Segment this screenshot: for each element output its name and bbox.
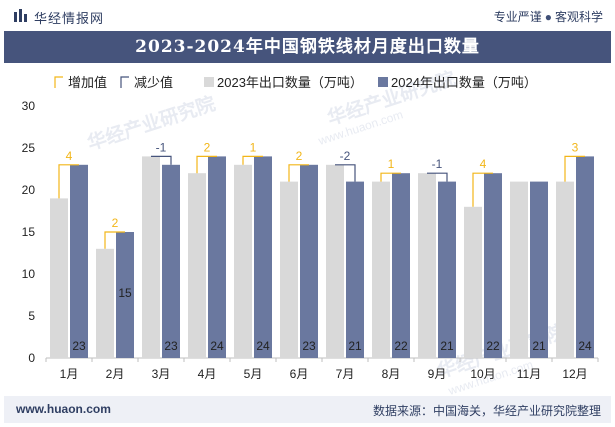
- legend-label: 减少值: [134, 75, 173, 90]
- bar-2024: [254, 156, 272, 358]
- footer-bar: www.huaon.com 数据来源：中国海关，华经产业研究院整理: [4, 396, 611, 423]
- data-label-2024: 21: [532, 339, 546, 353]
- y-tick-label: 10: [22, 267, 36, 281]
- bar-2023: [464, 206, 482, 358]
- x-tick-label: 11月: [517, 367, 541, 381]
- chart-title: 2023-2024年中国钢铁线材月度出口数量: [4, 31, 611, 63]
- decrease-bracket: [427, 172, 448, 182]
- tagline: 专业严谨 ● 客观科学: [494, 8, 603, 25]
- bar-2023: [418, 173, 436, 358]
- x-tick-label: 5月: [244, 367, 263, 381]
- increase-bracket: [380, 172, 401, 182]
- y-tick-label: 30: [22, 99, 36, 113]
- bar-2024: [484, 173, 502, 358]
- bar-2023: [280, 181, 298, 358]
- data-label-2024: 22: [486, 339, 500, 353]
- bar-2024: [530, 181, 548, 358]
- change-label: 4: [480, 157, 487, 171]
- change-label: 2: [112, 216, 119, 230]
- bar-2024: [438, 181, 456, 358]
- bar-2024: [208, 156, 226, 358]
- data-label-2024: 21: [348, 339, 362, 353]
- change-label: 2: [204, 140, 211, 154]
- increase-bracket: [288, 164, 309, 182]
- bar-2024: [346, 181, 364, 358]
- legend-label: 2024年出口数量（万吨）: [391, 75, 537, 90]
- bar-2024: [392, 173, 410, 358]
- x-tick-label: 6月: [290, 367, 309, 381]
- bar-2024: [116, 232, 134, 358]
- increase-bracket: [472, 172, 493, 207]
- header-bar: 华经情报网 专业严谨 ● 客观科学: [0, 0, 615, 30]
- change-label: 1: [388, 157, 395, 171]
- y-tick-label: 0: [28, 351, 35, 365]
- footer-url: www.huaon.com: [16, 402, 111, 416]
- bar-2024: [162, 164, 180, 358]
- increase-bracket: [196, 155, 217, 174]
- data-label-2024: 22: [394, 339, 408, 353]
- change-label: 2: [296, 149, 303, 163]
- increase-bracket: [564, 155, 585, 182]
- tagline-left: 专业严谨: [493, 10, 542, 24]
- bar-2023: [372, 181, 390, 358]
- x-tick-label: 1月: [60, 367, 79, 381]
- x-tick-label: 4月: [198, 367, 217, 381]
- data-label-2024: 21: [440, 339, 454, 353]
- bar-2023: [50, 198, 68, 358]
- bar-2024: [576, 156, 594, 358]
- watermark-text: 华经产业研究院: [84, 92, 218, 155]
- x-tick-label: 12月: [562, 367, 587, 381]
- y-tick-label: 15: [22, 225, 36, 239]
- bar-2024: [300, 164, 318, 358]
- legend-2023-swatch: [204, 77, 214, 87]
- change-label: 3: [572, 140, 579, 154]
- bar-2023: [234, 164, 252, 358]
- change-label: 1: [250, 140, 257, 154]
- increase-bracket: [104, 231, 125, 249]
- change-label: 4: [66, 149, 73, 163]
- x-tick-label: 8月: [382, 367, 401, 381]
- tagline-right: 客观科学: [554, 10, 603, 24]
- bar-2023: [142, 156, 160, 358]
- data-label-2024: 23: [72, 339, 86, 353]
- change-label: -2: [340, 149, 351, 163]
- bar-2023: [556, 181, 574, 358]
- legend-increase-marker: [54, 76, 63, 88]
- decrease-bracket: [335, 164, 356, 182]
- bar-2023: [188, 173, 206, 358]
- legend-2024-swatch: [378, 77, 388, 87]
- x-tick-label: 7月: [336, 367, 355, 381]
- change-label: -1: [156, 140, 167, 154]
- bar-2023: [96, 248, 114, 358]
- footer-source: 数据来源：中国海关，华经产业研究院整理: [372, 404, 601, 418]
- y-tick-label: 20: [22, 183, 36, 197]
- legend-decrease-marker: [120, 76, 129, 88]
- increase-bracket: [242, 155, 263, 165]
- change-label: -1: [432, 157, 443, 171]
- x-tick-label: 9月: [428, 367, 447, 381]
- logo-icon: [14, 9, 27, 22]
- data-label-2024: 23: [164, 339, 178, 353]
- bar-2023: [326, 164, 344, 358]
- brand-name: 华经情报网: [34, 11, 105, 26]
- increase-bracket: [58, 164, 79, 199]
- data-label-2024: 15: [118, 286, 132, 300]
- decrease-bracket: [151, 155, 172, 165]
- x-tick-label: 2月: [106, 367, 125, 381]
- data-label-2024: 24: [210, 339, 224, 353]
- legend-label: 2023年出口数量（万吨）: [217, 75, 363, 90]
- data-label-2024: 23: [302, 339, 316, 353]
- x-tick-label: 10月: [470, 367, 495, 381]
- data-label-2024: 24: [256, 339, 270, 353]
- bar-2023: [510, 181, 528, 358]
- y-tick-label: 25: [22, 141, 36, 155]
- tagline-dot: ●: [544, 10, 552, 24]
- chart-area: 华经产业研究院华经产业研究院华经产业研究院www.huaon.comwww.hu…: [22, 67, 599, 395]
- bar-2024: [70, 164, 88, 358]
- legend-label: 增加值: [68, 75, 107, 90]
- x-tick-label: 3月: [152, 367, 171, 381]
- data-label-2024: 24: [578, 339, 592, 353]
- y-tick-label: 5: [28, 309, 35, 323]
